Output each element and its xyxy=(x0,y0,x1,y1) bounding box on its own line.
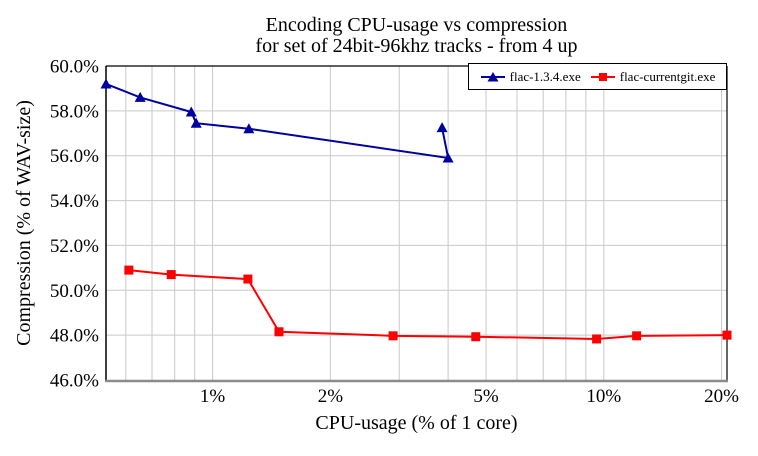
svg-text:52.0%: 52.0% xyxy=(50,236,99,257)
x-tick-labels: 1% 2% 5% 10% 20% xyxy=(200,386,739,407)
line-triangle-marker-icon xyxy=(480,71,505,81)
triangle-marker-icon xyxy=(436,122,448,133)
square-marker-icon xyxy=(388,331,398,341)
svg-text:48.0%: 48.0% xyxy=(50,326,99,347)
svg-text:46.0%: 46.0% xyxy=(50,371,99,392)
series-line xyxy=(105,83,450,160)
svg-text:20%: 20% xyxy=(704,386,739,407)
square-marker-icon xyxy=(722,330,732,340)
svg-text:2%: 2% xyxy=(318,386,344,407)
svg-text:58.0%: 58.0% xyxy=(50,101,99,122)
triangle-marker-icon xyxy=(100,78,112,89)
series-line xyxy=(128,269,728,340)
legend-label: flac-currentgit.exe xyxy=(619,68,716,84)
svg-text:1%: 1% xyxy=(200,386,226,407)
legend: flac-1.3.4.exe flac-currentgit.exe xyxy=(468,63,727,90)
x-axis-title: CPU-usage (% of 1 core) xyxy=(315,412,518,434)
triangle-marker-icon xyxy=(185,106,197,117)
square-marker-icon xyxy=(124,265,134,275)
svg-text:54.0%: 54.0% xyxy=(50,191,99,212)
chart-title-line2: for set of 24bit-96khz tracks - from 4 u… xyxy=(255,35,578,57)
triangle-marker-icon xyxy=(243,123,255,134)
svg-text:5%: 5% xyxy=(473,386,499,407)
svg-text:50.0%: 50.0% xyxy=(50,281,99,302)
triangle-marker-icon xyxy=(190,117,202,128)
chart-title: Encoding CPU-usage vs compression for se… xyxy=(106,15,727,57)
triangle-marker-icon xyxy=(134,91,146,102)
square-marker-icon xyxy=(274,327,284,337)
svg-text:60.0%: 60.0% xyxy=(50,57,99,78)
legend-entry-flac-currentgit: flac-currentgit.exe xyxy=(590,68,716,85)
square-marker-icon xyxy=(592,334,602,344)
square-marker-icon xyxy=(243,274,253,284)
chart-title-line1: Encoding CPU-usage vs compression xyxy=(265,14,568,36)
legend-label: flac-1.3.4.exe xyxy=(509,68,581,84)
y-tick-labels: 46.0% 48.0% 50.0% 52.0% 54.0% 56.0% 58.0% 60.0% xyxy=(50,57,99,392)
series-flac-1.3.4.exe xyxy=(100,78,454,163)
square-marker-icon xyxy=(632,331,642,341)
gridlines xyxy=(106,66,727,380)
svg-text:56.0%: 56.0% xyxy=(50,146,99,167)
legend-entry-flac-134: flac-1.3.4.exe xyxy=(480,69,581,85)
square-marker-icon xyxy=(471,332,481,342)
triangle-marker-icon xyxy=(442,152,454,163)
series-flac-currentgit.exe xyxy=(124,265,732,344)
square-marker-icon xyxy=(166,270,176,280)
line-square-marker-icon xyxy=(590,72,615,81)
svg-text:10%: 10% xyxy=(586,386,621,407)
